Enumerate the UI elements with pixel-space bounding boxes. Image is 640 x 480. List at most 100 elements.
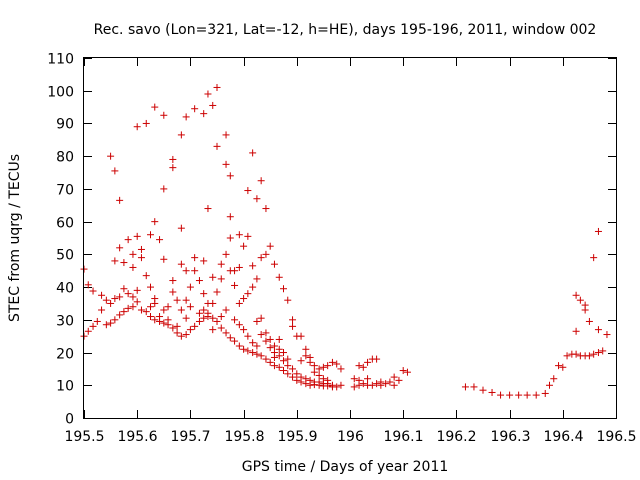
data-point (373, 380, 381, 388)
data-point (297, 332, 305, 340)
data-point (240, 295, 248, 303)
data-point (133, 286, 141, 294)
data-point (226, 213, 234, 221)
data-point (195, 277, 203, 285)
data-point (280, 357, 287, 365)
x-tick-label: 196.5 (596, 429, 636, 445)
data-point (249, 349, 257, 357)
data-point (280, 349, 287, 357)
data-point (142, 308, 150, 316)
data-point (284, 362, 292, 370)
data-point (546, 381, 553, 389)
data-point (133, 298, 141, 306)
data-point (169, 164, 177, 172)
data-point (195, 317, 203, 325)
data-point (266, 344, 274, 352)
data-point (359, 380, 367, 388)
data-point (266, 358, 274, 366)
data-point (116, 196, 124, 204)
data-point (270, 362, 278, 370)
data-point (350, 383, 358, 391)
data-point (169, 155, 177, 163)
data-point (315, 371, 323, 379)
data-point (89, 287, 97, 295)
data-point (147, 231, 154, 239)
data-point (231, 316, 239, 324)
data-point (156, 236, 164, 244)
data-point (244, 232, 252, 240)
data-point (324, 376, 332, 384)
data-point (364, 358, 372, 366)
data-point (226, 172, 234, 180)
data-point (169, 288, 177, 296)
x-tick-label: 195.6 (117, 429, 157, 445)
data-point (107, 299, 115, 307)
y-tick-label: 100 (47, 85, 74, 101)
data-point (147, 313, 154, 321)
data-point (249, 149, 257, 157)
data-point (217, 260, 225, 268)
data-point (532, 391, 540, 399)
data-point (209, 326, 217, 334)
data-point (116, 293, 124, 301)
data-point (594, 227, 602, 235)
data-point (395, 376, 403, 384)
data-point (200, 290, 208, 298)
data-point (120, 285, 128, 293)
data-point (262, 355, 270, 363)
data-point (177, 332, 185, 340)
data-point (213, 142, 221, 150)
y-tick-label: 50 (56, 248, 74, 264)
data-point (337, 381, 345, 389)
data-point (275, 345, 283, 353)
data-point (200, 306, 208, 314)
data-point (289, 365, 297, 373)
data-point (177, 131, 185, 139)
data-point (306, 376, 314, 384)
data-point (266, 242, 274, 250)
data-point (253, 275, 261, 283)
data-point (289, 316, 297, 324)
data-point (319, 375, 327, 383)
data-point (315, 378, 323, 386)
data-point (164, 303, 172, 311)
data-point (262, 205, 270, 213)
x-tick-label: 196.2 (436, 429, 476, 445)
data-point (399, 367, 407, 375)
data-point (191, 267, 199, 275)
data-point (479, 386, 487, 394)
data-point (235, 299, 243, 307)
data-point (151, 218, 159, 226)
data-point (240, 242, 248, 250)
data-point (133, 123, 141, 131)
data-point (137, 306, 145, 314)
data-point (151, 103, 159, 111)
data-point (240, 326, 248, 334)
data-point (182, 331, 190, 339)
data-point (359, 363, 367, 371)
data-point (213, 288, 221, 296)
data-point (289, 373, 297, 381)
data-point (244, 347, 252, 355)
data-point (111, 167, 119, 175)
data-point (262, 250, 270, 258)
data-point (173, 296, 181, 304)
data-point (306, 358, 314, 366)
data-point (102, 321, 110, 329)
data-point (186, 326, 194, 334)
y-tick-label: 60 (56, 216, 74, 232)
data-point (257, 254, 265, 262)
data-point (590, 254, 598, 262)
data-point (253, 195, 261, 203)
data-point (213, 83, 221, 91)
data-point (186, 283, 194, 291)
data-point (84, 281, 92, 289)
data-point (289, 322, 297, 330)
data-point (403, 368, 411, 376)
data-point (280, 285, 287, 293)
data-point (315, 365, 323, 373)
data-point (249, 262, 257, 270)
y-tick-label: 10 (56, 379, 74, 395)
data-point (262, 329, 270, 337)
data-point (270, 260, 278, 268)
